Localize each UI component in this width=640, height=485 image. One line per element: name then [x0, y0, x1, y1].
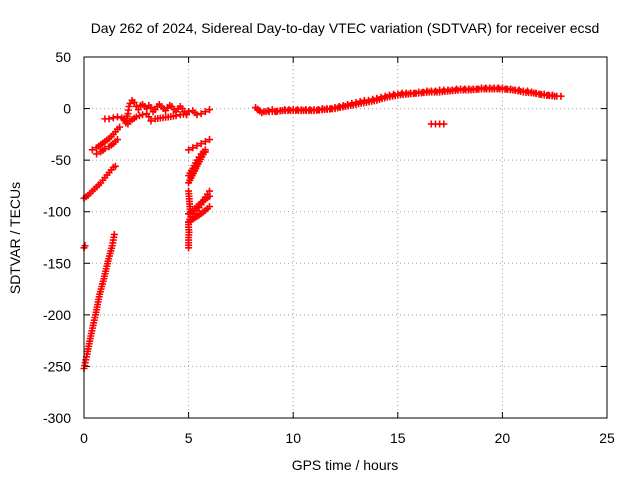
data-point: [130, 98, 138, 106]
x-tick-label: 20: [495, 430, 511, 446]
data-point: [201, 108, 209, 116]
data-point: [201, 138, 209, 146]
x-tick-label: 0: [80, 430, 88, 446]
series-segment-ramp-steep: [80, 230, 118, 372]
data-point: [185, 108, 193, 116]
series-segment-cluster-early-dip: [120, 110, 191, 128]
data-point: [120, 115, 128, 123]
y-tick-label: -100: [43, 204, 71, 220]
series-segment-after5-upper: [185, 136, 214, 154]
data-point: [201, 148, 209, 156]
series-segment-ramp-upper-b: [93, 136, 121, 158]
data-point: [189, 144, 197, 152]
x-tick-label: 25: [599, 430, 615, 446]
data-point: [193, 142, 201, 150]
series-segment-short-rise: [185, 106, 214, 119]
data-point: [135, 112, 143, 120]
data-point: [132, 113, 140, 121]
y-tick-label: -200: [43, 307, 71, 323]
data-point: [147, 117, 155, 125]
series-segment-vertical-drop: [185, 187, 195, 252]
data-point: [81, 242, 89, 250]
y-tick-label: 0: [63, 101, 71, 117]
data-point: [134, 106, 142, 114]
data-point: [145, 113, 153, 121]
y-tick-label: -250: [43, 358, 71, 374]
series-segment-ramp-upper: [88, 123, 124, 154]
data-point: [258, 109, 266, 117]
data-point: [551, 92, 559, 100]
data-point: [113, 113, 121, 121]
data-point: [113, 136, 121, 144]
y-axis-label: SDTVAR / TECUs: [7, 182, 23, 294]
data-point: [105, 115, 113, 123]
x-tick-label: 5: [185, 430, 193, 446]
data-point: [88, 146, 96, 154]
data-point: [147, 104, 155, 112]
data-point: [206, 203, 214, 211]
data-point: [193, 111, 201, 119]
series-segment-main-trend-b: [254, 85, 559, 117]
plot-frame: [83, 56, 608, 419]
x-tick-label: 10: [285, 430, 301, 446]
data-point: [93, 150, 101, 158]
data-point: [139, 111, 147, 119]
y-tick-label: 50: [55, 49, 71, 65]
data-point: [206, 106, 214, 114]
y-tick-label: -300: [43, 410, 71, 426]
x-tick-label: 15: [390, 430, 406, 446]
x-axis-label: GPS time / hours: [292, 457, 399, 473]
data-point: [197, 140, 205, 148]
data-point: [185, 146, 193, 154]
data-point: [172, 112, 180, 120]
data-point: [109, 114, 117, 122]
y-tick-label: -150: [43, 255, 71, 271]
data-point: [111, 162, 119, 170]
marks-layer: [80, 84, 565, 372]
data-point: [185, 244, 193, 252]
data-point: [206, 192, 214, 200]
data-point: [557, 92, 565, 100]
series-segment-after5-up: [185, 146, 209, 187]
data-point: [116, 123, 124, 131]
y-tick-label: -50: [51, 152, 71, 168]
data-point: [197, 110, 205, 118]
data-point: [110, 230, 118, 238]
data-point: [440, 120, 448, 128]
axis-layer: 0 5 10 15 20 25 50 0 -50 -100 -150 -200 -250 -300: [43, 49, 615, 446]
data-point: [101, 145, 109, 153]
data-point: [206, 136, 214, 144]
series-segment-isolated-17h: [427, 120, 448, 128]
chart-title: Day 262 of 2024, Sidereal Day-to-day VTE…: [91, 20, 600, 36]
